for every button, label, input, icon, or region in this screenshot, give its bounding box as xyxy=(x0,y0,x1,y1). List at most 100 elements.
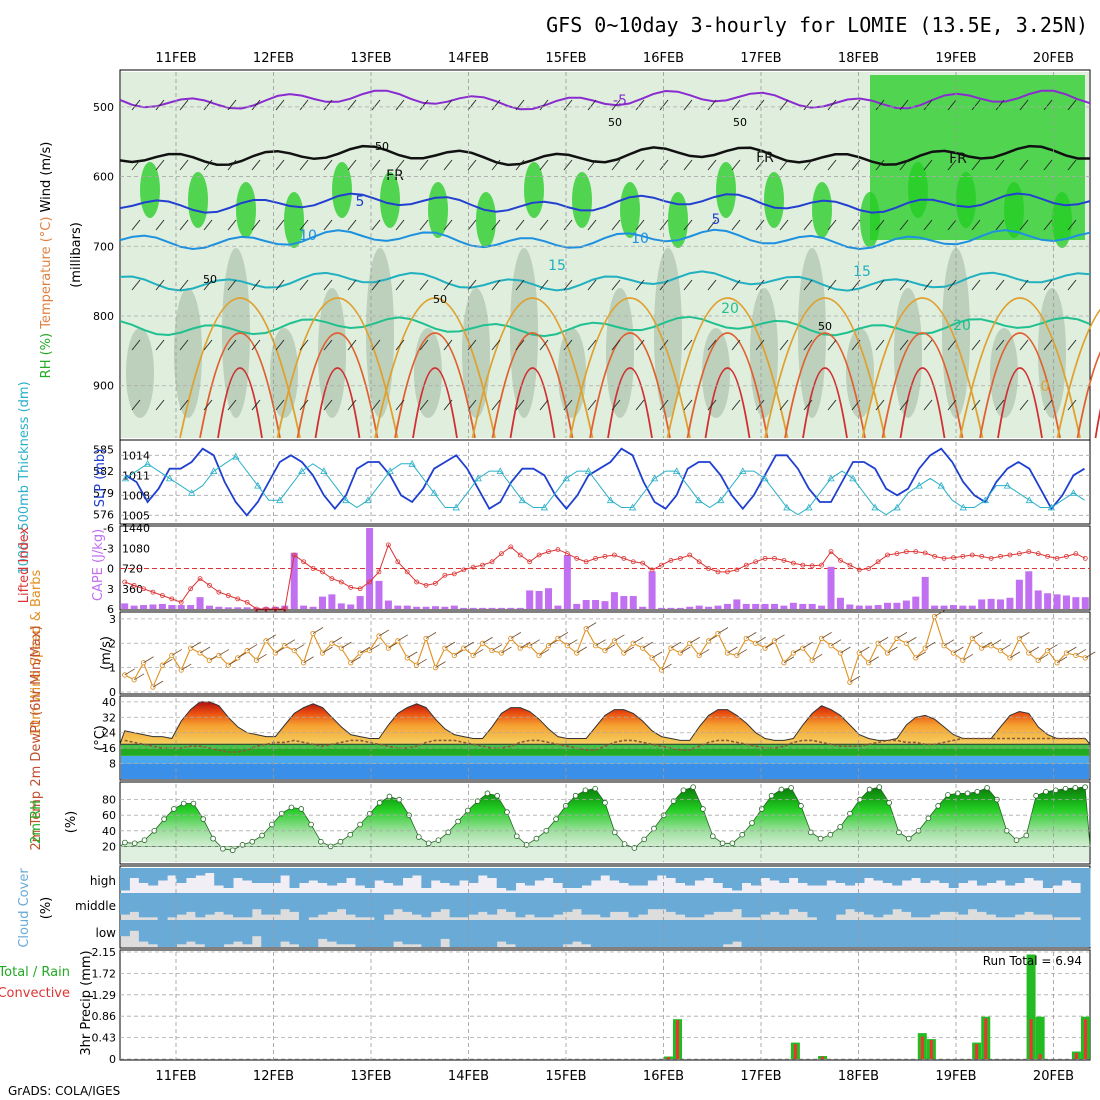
rh-marker xyxy=(778,786,785,793)
wind-barb xyxy=(827,99,837,111)
cloud-cover-cell xyxy=(816,893,827,920)
lifted-index-marker xyxy=(762,555,768,561)
cloud-cover-cell xyxy=(364,893,375,918)
wind-barb xyxy=(563,399,573,411)
rh-marker xyxy=(651,825,657,832)
lifted-index-marker xyxy=(866,566,872,571)
lifted-index-marker xyxy=(395,559,401,565)
surface-temp-contour xyxy=(412,367,458,439)
cloud-cover-cell xyxy=(779,893,790,915)
isotherm-label: 0 xyxy=(1041,379,1050,395)
cloud-cover-cell xyxy=(233,868,243,878)
lifted-index-marker xyxy=(207,582,212,588)
surface-temp-contour xyxy=(764,297,886,439)
wind-barb xyxy=(659,399,669,411)
rh-marker xyxy=(700,806,706,812)
wind-barb xyxy=(923,279,933,291)
wind-barb xyxy=(227,219,237,231)
cloud-cover-cell xyxy=(590,893,601,915)
cloud-cover-cell xyxy=(750,868,761,886)
cape-bar xyxy=(140,605,148,609)
cloud-row-label: low xyxy=(96,926,117,940)
cloud-cover-cell xyxy=(496,868,507,888)
bottom-date-labels: 11FEB 12FEB 13FEB 14FEB 15FEB 16FEB 17FEB 18FEB… xyxy=(155,1069,1074,1084)
rh-area xyxy=(118,786,1091,851)
cloud-cover-cell xyxy=(120,920,130,937)
cloud-cover-cell xyxy=(1005,868,1016,886)
temp-band xyxy=(121,763,1089,779)
lifted-index-marker xyxy=(1016,551,1022,557)
lifted-index-marker xyxy=(263,606,269,612)
wind-barb xyxy=(218,649,230,656)
wind-tick-label: 2 xyxy=(109,637,116,650)
cloud-cover-cell xyxy=(986,920,997,947)
wind-tick-label: 3 xyxy=(109,613,116,626)
cloud-cover-cell xyxy=(261,920,272,947)
lifted-index-marker xyxy=(376,569,382,575)
lifted-index-marker xyxy=(329,576,335,582)
lifted-index-marker xyxy=(131,582,137,588)
rh-marker xyxy=(180,800,187,807)
cloud-cover-cell xyxy=(449,868,460,886)
wind-speed-marker xyxy=(329,640,335,646)
cloud-cover-cell xyxy=(524,920,535,947)
cape-bar xyxy=(526,590,534,609)
lifted-index-marker xyxy=(404,569,410,575)
thickness-marker xyxy=(254,481,262,489)
lifted-index-marker xyxy=(433,580,438,586)
isotherm-label: 5 xyxy=(712,212,721,228)
wind-barb xyxy=(899,159,909,171)
cloud-cover-cell xyxy=(534,893,545,918)
date-label-bottom: 17FEB xyxy=(740,1069,781,1084)
wind-barb xyxy=(887,646,898,654)
wind-barb xyxy=(971,279,981,291)
cape-bar xyxy=(610,592,618,609)
wind-barb xyxy=(347,339,357,351)
surface-temp-contour xyxy=(276,297,399,439)
thickness-marker xyxy=(121,474,130,482)
wind-barb xyxy=(407,651,418,659)
cloud-cover-cell xyxy=(590,868,601,881)
cloud-cover-cell xyxy=(524,893,535,915)
lifted-index-marker xyxy=(856,567,862,573)
cloud-cover-cell xyxy=(261,868,272,883)
wind-barb xyxy=(359,646,371,654)
cloud-cover-cell xyxy=(459,893,469,918)
wind-tick-label: 1 xyxy=(109,662,116,675)
cloud-cover-cell xyxy=(524,868,535,886)
cloud-cover-cell xyxy=(393,920,404,942)
cloud-cover-cell xyxy=(741,920,752,947)
cape-bar xyxy=(384,600,392,609)
cape-bar xyxy=(403,605,411,609)
cloud-cover-cell xyxy=(346,893,356,915)
cloud-cover-cell xyxy=(1005,920,1016,947)
thickness-marker xyxy=(143,459,152,467)
wind-barb xyxy=(683,99,693,111)
cloud-cover-cell xyxy=(798,868,808,883)
wind-barb xyxy=(1075,649,1087,656)
cloud-cover-cell xyxy=(939,868,950,883)
wind-barb xyxy=(1066,646,1077,654)
cloud-cover-cell xyxy=(703,868,714,878)
wind-barb xyxy=(803,339,813,351)
thickness-marker xyxy=(871,503,879,511)
lifted-index-marker xyxy=(630,559,636,565)
wind-speed-marker xyxy=(272,650,279,656)
date-label-top: 18FEB xyxy=(838,51,879,66)
wind-barb xyxy=(251,159,261,171)
lifted-index-marker xyxy=(753,559,759,565)
wind-barb xyxy=(689,636,700,644)
slp-tick-label: 1005 xyxy=(122,509,150,522)
cape-bar xyxy=(931,605,939,609)
cloud-cover-cell xyxy=(637,893,648,915)
wind-barb xyxy=(1043,159,1053,171)
wind-barb xyxy=(635,219,645,231)
cloud-cover-cell xyxy=(863,920,874,947)
cloud-cover-cell xyxy=(346,868,356,878)
cape-bar xyxy=(940,605,948,609)
cloud-cover-cell xyxy=(167,893,178,918)
wind-barb xyxy=(802,641,813,649)
cloud-cover-cell xyxy=(251,893,262,910)
precip-convective-bar xyxy=(676,1020,680,1059)
cape-bar xyxy=(394,605,402,609)
